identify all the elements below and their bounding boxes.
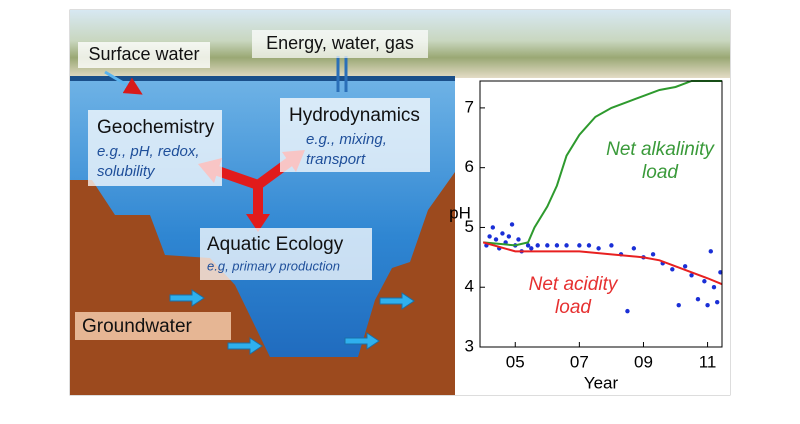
data-point [554,243,560,248]
data-point [506,234,512,239]
x-tick-label: 05 [506,352,525,371]
data-line [482,241,723,286]
data-point [535,243,540,248]
data-point [509,222,515,227]
data-point [609,243,614,248]
data-point [676,302,681,308]
data-point [631,246,637,251]
hydrodynamics-examples: transport [306,151,366,168]
label-box [200,228,372,280]
data-point [516,237,521,242]
label-box [252,30,428,58]
data-point [545,243,550,248]
data-point [714,299,720,305]
geochemistry-title: Geochemistry [97,117,215,138]
geochemistry-examples: solubility [97,163,156,180]
data-point [670,267,675,272]
label-box [78,42,210,68]
groundwater-label: Groundwater [82,316,193,337]
aquatic-ecology-title: Aquatic Ecology [207,234,344,255]
data-point [586,243,592,248]
plot-frame [479,80,723,348]
annotation: Net alkalinity [606,139,715,160]
data-line [483,80,722,247]
label-box [280,98,430,172]
hydrodynamics-examples: e.g., mixing, [306,131,387,148]
chart-panel [455,78,730,395]
data-point [711,285,717,290]
data-point [708,249,713,254]
data-point [625,308,630,314]
y-axis-label: pH [449,203,471,222]
annotation: load [555,297,592,318]
hydrodynamics-title: Hydrodynamics [289,105,420,126]
inputs-label: Energy, water, gas [266,33,414,53]
x-tick-label: 11 [699,352,717,371]
data-point [705,302,710,308]
data-point [596,246,601,251]
data-point [650,252,656,257]
data-point [695,296,701,302]
data-point [500,231,505,236]
annotation: Net acidity [529,274,619,295]
data-point [487,234,492,239]
data-point [490,225,496,230]
x-tick-label: 09 [634,352,653,371]
water-surface [70,76,455,81]
label-box [75,312,231,340]
x-tick-label: 07 [570,352,589,371]
data-point [529,246,534,251]
data-point [493,237,499,242]
x-axis-label: Year [584,373,619,392]
data-point [718,270,723,275]
y-tick-label: 3 [465,336,474,355]
surface-water-label: Surface water [88,44,199,64]
data-point [682,264,688,269]
y-tick-label: 7 [465,97,474,116]
y-tick-label: 6 [465,157,474,176]
data-point [577,243,582,248]
y-tick-label: 4 [465,277,474,296]
data-point [564,243,569,248]
aquatic-ecology-examples: e.g, primary production [207,258,340,273]
surface-water-arrow [104,70,143,95]
data-point [702,279,707,284]
groundwater-arrows [169,289,415,355]
annotation: load [642,162,679,183]
data-point [525,243,531,248]
label-box [88,110,222,186]
exchange-arrows [336,56,348,92]
y-tick-label: 5 [465,217,474,236]
data-point [689,273,694,278]
geochemistry-examples: e.g., pH, redox, [97,143,200,160]
